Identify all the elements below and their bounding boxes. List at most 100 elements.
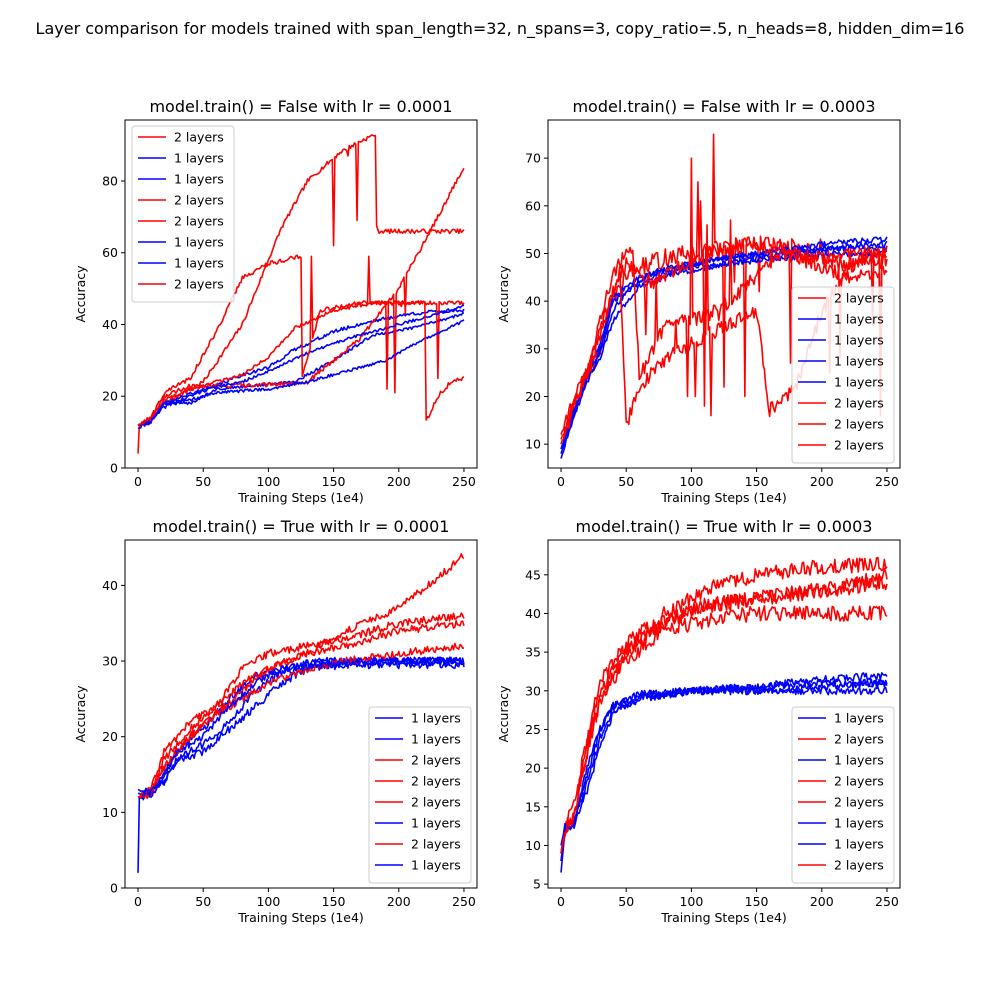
legend-entry: 2 layers [411, 837, 461, 852]
plot-frame [547, 119, 901, 469]
legend-entry: 2 layers [834, 774, 884, 789]
legend-entry: 2 layers [174, 277, 224, 292]
series-line-7 [560, 157, 888, 440]
x-tick-label: 150 [745, 894, 769, 909]
series-line-4 [137, 612, 465, 798]
y-axis-label: Accuracy [496, 685, 511, 743]
legend-entry: 2 layers [411, 795, 461, 810]
x-tick-label: 200 [387, 474, 411, 489]
x-axis-label: Training Steps (1e4) [237, 910, 364, 925]
subplot-title: model.train() = True with lr = 0.0001 [153, 517, 450, 536]
x-tick-label: 200 [387, 894, 411, 909]
subplot-2: model.train() = False with lr = 0.0003 0 5… [496, 97, 901, 505]
series-group [560, 556, 888, 873]
series-line-4 [560, 249, 888, 450]
x-tick-label: 250 [452, 894, 476, 909]
series-line-7 [137, 304, 465, 426]
x-tick-label: 50 [195, 474, 211, 489]
legend-entry: 1 layers [411, 732, 461, 747]
legend-entry: 2 layers [411, 774, 461, 789]
subplot-title: model.train() = False with lr = 0.0001 [149, 97, 452, 116]
legend-entry: 2 layers [174, 193, 224, 208]
y-tick-label: 40 [525, 606, 541, 621]
series-line-2 [560, 567, 888, 862]
x-tick-label: 100 [679, 474, 703, 489]
series-line-6 [560, 672, 888, 854]
x-tick-label: 150 [745, 474, 769, 489]
legend-entry: 1 layers [411, 816, 461, 831]
legend-entry: 1 layers [174, 256, 224, 271]
x-tick-label: 100 [256, 894, 280, 909]
x-tick-label: 0 [557, 894, 565, 909]
subplot-title: model.train() = False with lr = 0.0003 [572, 97, 875, 116]
y-tick-label: 20 [102, 729, 118, 744]
legend-entry: 1 layers [834, 711, 884, 726]
legend-entry: 1 layers [411, 711, 461, 726]
series-line-8 [137, 254, 465, 426]
legend-entry: 1 layers [834, 375, 884, 390]
series-line-3 [137, 308, 465, 430]
x-tick-label: 150 [322, 474, 346, 489]
legend-entry: 1 layers [174, 172, 224, 187]
legend-entry: 1 layers [174, 151, 224, 166]
y-tick-label: 10 [525, 437, 541, 452]
y-tick-label: 30 [102, 654, 118, 669]
x-tick-label: 200 [810, 894, 834, 909]
y-tick-label: 20 [102, 389, 118, 404]
y-tick-label: 70 [525, 151, 541, 166]
series-line-1 [560, 133, 888, 445]
legend-entry: 2 layers [834, 396, 884, 411]
legend-entry: 2 layers [834, 438, 884, 453]
legend: 2 layers 1 layers 1 layers 2 layers 2 layers… [131, 125, 235, 303]
y-tick-label: 45 [525, 567, 541, 582]
x-tick-label: 250 [875, 894, 899, 909]
legend-frame [791, 706, 895, 884]
series-group [137, 553, 465, 873]
y-tick-label: 20 [525, 761, 541, 776]
subplot-1: model.train() = False with lr = 0.0001 0 5… [73, 97, 478, 505]
series-line-5 [560, 245, 888, 450]
series-line-5 [137, 619, 465, 799]
legend: 1 layers 2 layers 1 layers 2 layers 2 layers… [791, 706, 895, 884]
x-tick-label: 50 [195, 894, 211, 909]
x-tick-label: 250 [452, 474, 476, 489]
subplot-4: model.train() = True with lr = 0.0003 0 50… [496, 517, 901, 925]
y-tick-label: 0 [110, 461, 118, 476]
legend-entry: 1 layers [834, 816, 884, 831]
y-tick-label: 5 [533, 877, 541, 892]
legend-entry: 1 layers [834, 312, 884, 327]
y-tick-label: 15 [525, 799, 541, 814]
legend-entry: 2 layers [174, 214, 224, 229]
subplot-3: model.train() = True with lr = 0.0001 0 50… [73, 517, 478, 925]
series-line-5 [560, 605, 888, 854]
series-group [137, 134, 465, 454]
x-axis-label: Training Steps (1e4) [237, 490, 364, 505]
series-line-8 [137, 656, 465, 797]
y-tick-label: 40 [102, 317, 118, 332]
series-line-8 [560, 575, 888, 854]
series-line-1 [137, 134, 465, 454]
y-tick-label: 10 [102, 805, 118, 820]
plot-frame [124, 119, 478, 469]
legend-frame [791, 286, 895, 464]
legend-entry: 1 layers [411, 858, 461, 873]
series-line-7 [560, 678, 888, 846]
x-tick-label: 200 [810, 474, 834, 489]
series-line-6 [138, 660, 465, 797]
legend-frame [368, 706, 472, 884]
x-tick-label: 100 [679, 894, 703, 909]
series-line-2 [560, 236, 888, 459]
x-tick-label: 250 [875, 474, 899, 489]
legend-entry: 1 layers [834, 837, 884, 852]
y-axis-label: Accuracy [73, 265, 88, 323]
y-axis-label: Accuracy [73, 685, 88, 743]
series-line-6 [137, 319, 465, 426]
y-tick-label: 50 [525, 246, 541, 261]
legend-entry: 1 layers [834, 753, 884, 768]
legend-entry: 2 layers [174, 130, 224, 145]
legend-entry: 2 layers [411, 753, 461, 768]
x-axis-label: Training Steps (1e4) [660, 490, 787, 505]
x-tick-label: 0 [134, 474, 142, 489]
x-tick-label: 50 [618, 894, 634, 909]
